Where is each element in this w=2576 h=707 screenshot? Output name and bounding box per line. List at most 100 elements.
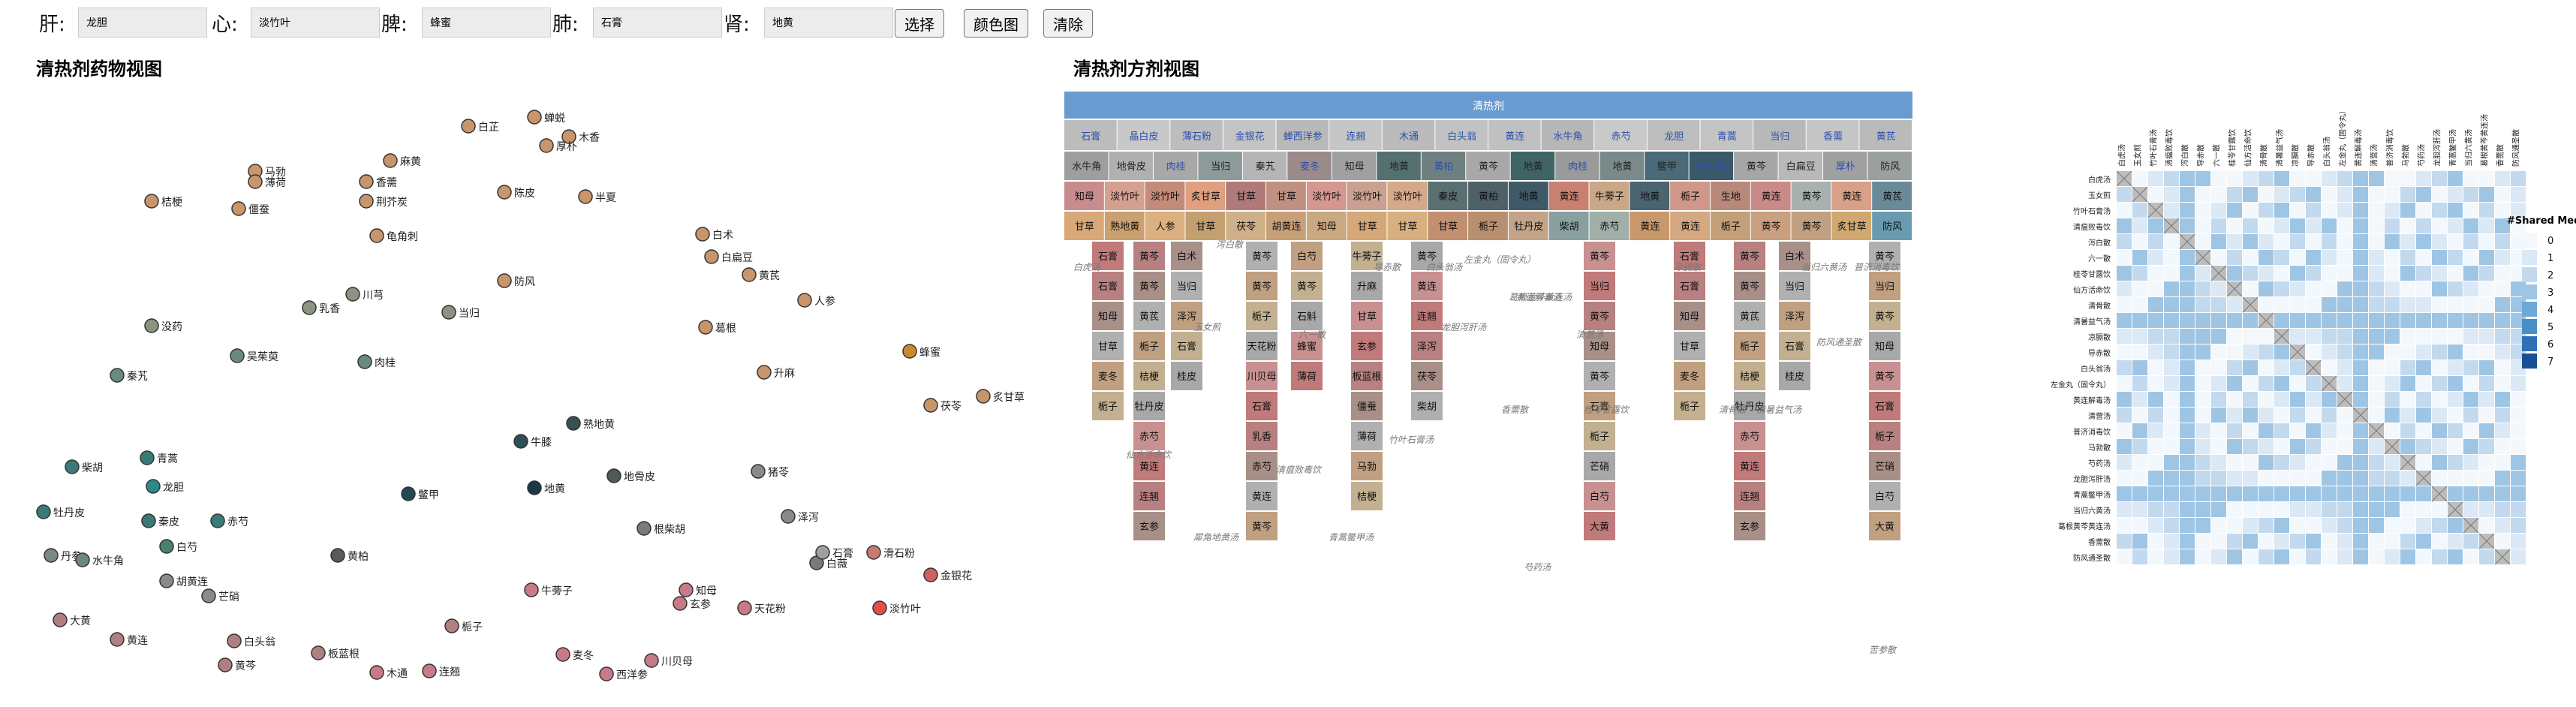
medicine-node[interactable]: 板蓝根	[311, 645, 360, 660]
heatmap-cell[interactable]	[2195, 471, 2210, 486]
tree-leaf-cell[interactable]	[1246, 362, 1277, 390]
tree-level4-cell[interactable]	[1226, 212, 1266, 240]
heatmap-cell[interactable]	[2274, 392, 2289, 407]
heatmap-cell[interactable]	[2211, 455, 2226, 470]
tree-level1-cell[interactable]	[1382, 120, 1435, 150]
medicine-node-dot[interactable]	[302, 300, 317, 315]
heatmap-cell[interactable]	[2132, 549, 2147, 564]
tree-leaf-cell[interactable]	[1351, 302, 1383, 330]
heatmap-cell[interactable]	[2432, 534, 2447, 549]
tree-level4-cell[interactable]	[1104, 212, 1145, 240]
heatmap-cell[interactable]	[2117, 266, 2132, 281]
heatmap-cell[interactable]	[2290, 329, 2305, 344]
color-map-button[interactable]: 颜色图	[964, 9, 1028, 38]
heatmap-cell[interactable]	[2306, 218, 2321, 233]
heatmap-cell[interactable]	[2259, 187, 2274, 202]
heatmap-cell[interactable]	[2227, 203, 2242, 218]
heatmap-cell[interactable]	[2274, 486, 2289, 501]
heatmap-cell[interactable]	[2164, 502, 2179, 517]
heatmap-cell[interactable]	[2164, 281, 2179, 296]
heatmap-cell[interactable]	[2369, 171, 2384, 186]
heatmap-cell[interactable]	[2322, 187, 2337, 202]
heatmap-cell[interactable]	[2164, 471, 2179, 486]
heatmap-cell[interactable]	[2117, 408, 2132, 423]
heatmap-cell[interactable]	[2164, 171, 2179, 186]
heatmap-cell[interactable]	[2463, 376, 2478, 391]
heatmap-cell[interactable]	[2495, 502, 2510, 517]
heatmap-cell[interactable]	[2132, 250, 2147, 265]
heatmap-cell[interactable]	[2180, 297, 2195, 312]
heatmap-cell[interactable]	[2495, 250, 2510, 265]
medicine-node-dot[interactable]	[976, 389, 991, 404]
heatmap-cell[interactable]	[2132, 455, 2147, 470]
heatmap-cell[interactable]	[2448, 486, 2463, 501]
tree-level1-cell[interactable]	[1753, 120, 1806, 150]
heatmap-cell[interactable]	[2148, 360, 2163, 375]
heatmap-cell[interactable]	[2369, 250, 2384, 265]
heatmap-cell[interactable]	[2511, 455, 2526, 470]
medicine-node-dot[interactable]	[218, 657, 233, 672]
medicine-node[interactable]: 青蒿	[140, 450, 178, 465]
tree-level4-cell[interactable]	[1306, 212, 1347, 240]
heatmap-cell[interactable]	[2259, 534, 2274, 549]
heatmap-cell[interactable]	[2117, 376, 2132, 391]
heatmap-cell[interactable]	[2385, 471, 2400, 486]
tree-leaf-cell[interactable]	[1584, 362, 1615, 390]
heatmap-cell[interactable]	[2180, 376, 2195, 391]
medicine-node[interactable]: 石膏	[815, 545, 853, 560]
heatmap-cell[interactable]	[2274, 518, 2289, 533]
heatmap-cell[interactable]	[2448, 471, 2463, 486]
tree-leaf-cell[interactable]	[1171, 242, 1202, 270]
tree-level3-cell[interactable]	[1468, 182, 1508, 210]
heatmap-cell[interactable]	[2432, 203, 2447, 218]
heatmap-cell[interactable]	[2164, 518, 2179, 533]
medicine-node[interactable]: 熟地黄	[566, 416, 615, 431]
heatmap-cell[interactable]	[2495, 534, 2510, 549]
heatmap-cell[interactable]	[2337, 423, 2352, 438]
tree-leaf-cell[interactable]	[1246, 272, 1277, 300]
tree-leaf-cell[interactable]	[1584, 452, 1615, 480]
heatmap-cell[interactable]	[2353, 313, 2368, 328]
heatmap-cell[interactable]	[2337, 486, 2352, 501]
medicine-node-dot[interactable]	[923, 398, 938, 413]
heatmap-cell[interactable]	[2400, 423, 2415, 438]
tree-leaf-cell[interactable]	[1869, 482, 1900, 510]
heatmap-cell[interactable]	[2511, 376, 2526, 391]
medicine-node[interactable]: 麦冬	[555, 647, 594, 662]
heatmap-cell[interactable]	[2180, 392, 2195, 407]
tree-level2-cell[interactable]	[1198, 152, 1242, 180]
heatmap-cell[interactable]	[2322, 171, 2337, 186]
heatmap-cell[interactable]	[2290, 408, 2305, 423]
heatmap-cell[interactable]	[2195, 486, 2210, 501]
tree-level4-cell[interactable]	[1872, 212, 1912, 240]
heatmap-cell[interactable]	[2400, 344, 2415, 360]
tree-level3-cell[interactable]	[1508, 182, 1548, 210]
medicine-node[interactable]: 乳香	[302, 300, 340, 315]
medicine-node-dot[interactable]	[599, 666, 614, 681]
heatmap-cell[interactable]	[2369, 502, 2384, 517]
tree-level4-cell[interactable]	[1185, 212, 1226, 240]
tree-leaf-cell[interactable]	[1779, 242, 1810, 270]
heatmap-cell[interactable]	[2511, 392, 2526, 407]
tree-leaf-cell[interactable]	[1351, 392, 1383, 420]
heatmap-cell[interactable]	[2416, 344, 2431, 360]
heatmap-cell[interactable]	[2322, 486, 2337, 501]
tree-leaf-cell[interactable]	[1734, 302, 1765, 330]
heatmap-cell[interactable]	[2148, 486, 2163, 501]
heatmap-cell[interactable]	[2511, 486, 2526, 501]
heatmap-cell[interactable]	[2385, 234, 2400, 249]
tree-leaf-cell[interactable]	[1779, 332, 1810, 360]
heatmap-cell[interactable]	[2400, 250, 2415, 265]
tree-level4-cell[interactable]	[1791, 212, 1831, 240]
heatmap-cell[interactable]	[2432, 392, 2447, 407]
kidney-input[interactable]	[764, 8, 893, 38]
heatmap-cell[interactable]	[2290, 549, 2305, 564]
heatmap-cell[interactable]	[2180, 218, 2195, 233]
tree-level1-cell[interactable]	[1647, 120, 1700, 150]
heatmap-cell[interactable]	[2243, 423, 2258, 438]
heatmap-cell[interactable]	[2400, 439, 2415, 454]
heatmap-cell[interactable]	[2416, 313, 2431, 328]
tree-leaf-cell[interactable]	[1734, 332, 1765, 360]
tree-level4-cell[interactable]	[1508, 212, 1548, 240]
heatmap-cell[interactable]	[2274, 281, 2289, 296]
